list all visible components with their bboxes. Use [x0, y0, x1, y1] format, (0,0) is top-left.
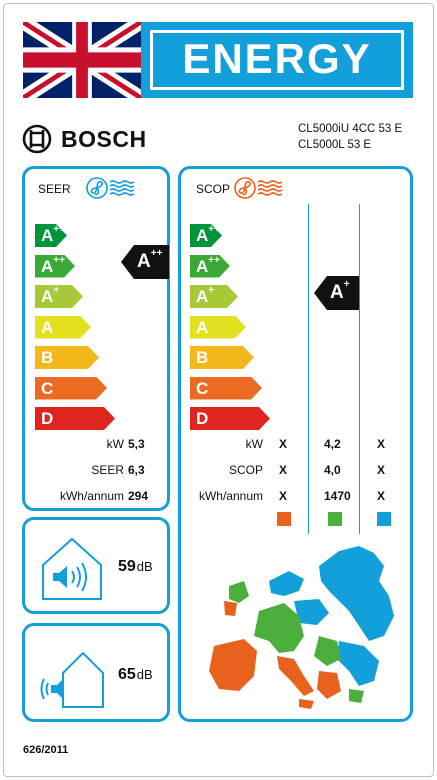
scop-value-average: 4,0: [324, 463, 341, 477]
brand: BOSCH: [22, 124, 147, 154]
energy-class-arrow: A+: [190, 285, 238, 308]
seer-row-value: 6,3: [128, 463, 145, 477]
scop-title: SCOP: [196, 182, 231, 196]
model-outdoor: CL5000L 53 E: [298, 139, 372, 151]
scop-value-colder: X: [377, 463, 386, 477]
indoor-speaker-icon: [42, 537, 102, 600]
scop-rating-arrow: A+: [314, 276, 359, 310]
energy-class-arrow: C: [35, 377, 107, 400]
scop-value-warmer: X: [279, 489, 288, 503]
energy-class-arrow: B: [35, 346, 99, 369]
seer-row-value: 5,3: [128, 437, 145, 451]
seer-panel: SEER A+++ A++ A+ A B C D A++ kW 5,3 SEER…: [22, 166, 170, 511]
zone-divider: [359, 204, 360, 534]
indoor-noise-panel: 59dB: [22, 517, 170, 614]
energy-class-arrow: A++: [35, 255, 75, 278]
scop-value-warmer: X: [279, 463, 288, 477]
scop-value-colder: X: [377, 489, 386, 503]
energy-class-arrow: A+: [35, 285, 83, 308]
scop-row-label: kWh/annum: [198, 489, 263, 503]
energy-class-arrow: A: [35, 316, 91, 339]
heating-fan-icon: [234, 177, 283, 199]
brand-name: BOSCH: [61, 125, 147, 152]
energy-class-arrow: D: [35, 407, 115, 430]
seer-title: SEER: [38, 182, 71, 196]
seer-row-label: kW: [106, 437, 124, 451]
scop-row-label: SCOP: [228, 463, 263, 477]
zone-swatch-warmer: [277, 512, 291, 526]
scop-value-warmer: X: [279, 437, 288, 451]
scop-energy-scale: A+++ A++ A+ A B C D: [190, 224, 270, 438]
cooling-fan-icon: [86, 177, 135, 199]
seer-row-value: 294: [128, 489, 149, 503]
scop-panel: SCOP A+++ A++ A+ A B C D A+ kW X 4,2 X S…: [178, 166, 413, 722]
energy-class-arrow: A++: [190, 255, 230, 278]
energy-class-arrow: A+++: [35, 224, 67, 247]
outdoor-noise-value: 65dB: [118, 666, 153, 683]
energy-class-arrow: A: [190, 316, 246, 339]
seer-rating-arrow: A++: [121, 245, 169, 279]
label-frame: [3, 3, 434, 777]
bosch-armature-logo: [22, 124, 52, 154]
zone-swatch-colder: [377, 512, 391, 526]
scop-row-label: kW: [245, 437, 263, 451]
scop-value-average: 4,2: [324, 437, 341, 451]
model-indoor: CL5000iU 4CC 53 E: [298, 123, 403, 135]
scop-value-average: 1470: [324, 489, 351, 503]
outdoor-noise-panel: 65dB: [22, 623, 170, 722]
union-jack-flag: [23, 22, 141, 98]
energy-class-arrow: C: [190, 377, 262, 400]
seer-energy-scale: A+++ A++ A+ A B C D: [35, 224, 115, 438]
seer-row-label: kWh/annum: [59, 489, 124, 503]
energy-class-arrow: B: [190, 346, 254, 369]
zone-divider: [308, 204, 309, 534]
energy-banner-inner: [150, 30, 404, 90]
regulation-number: 626/2011: [23, 744, 69, 756]
zone-swatch-average: [328, 512, 342, 526]
europe-climate-zones-map: [209, 546, 394, 709]
energy-title: ENERGY: [182, 35, 372, 82]
seer-row-label: SEER: [91, 463, 124, 477]
indoor-noise-value: 59dB: [118, 558, 153, 575]
outdoor-speaker-icon: [40, 651, 104, 708]
energy-banner: ENERGY: [141, 22, 413, 98]
energy-class-arrow: A+++: [190, 224, 222, 247]
energy-class-arrow: D: [190, 407, 270, 430]
scop-value-colder: X: [377, 437, 386, 451]
